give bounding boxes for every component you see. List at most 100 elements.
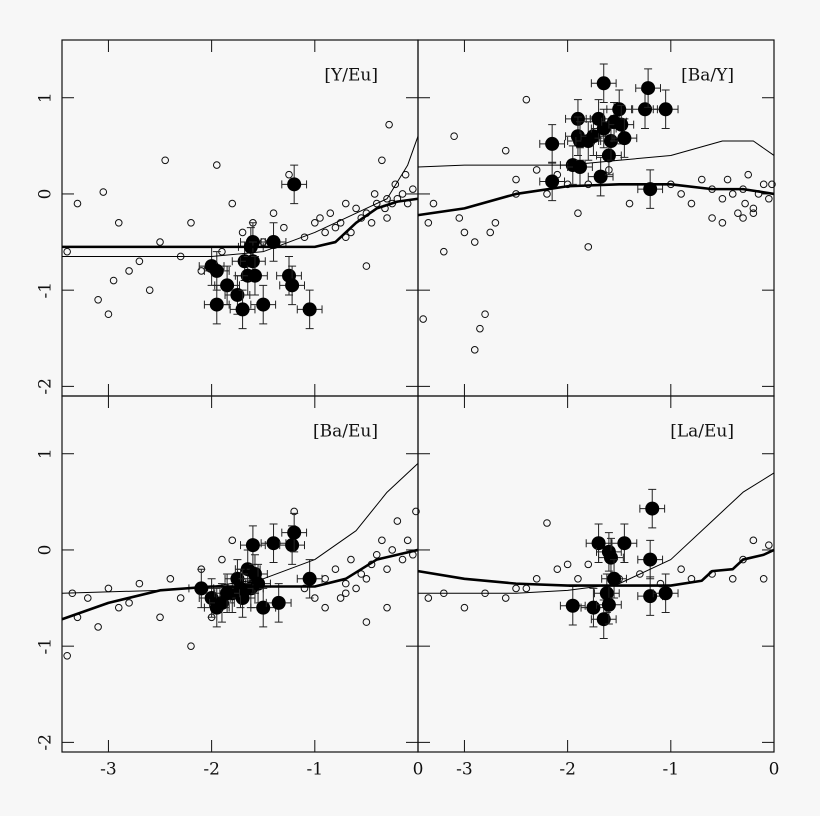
star-point: [638, 102, 653, 117]
star-point: [601, 597, 616, 612]
field-star-point: [718, 194, 727, 203]
star-point: [612, 102, 627, 117]
star-point: [545, 174, 560, 189]
field-star-point: [636, 570, 644, 578]
field-star-point: [73, 199, 82, 208]
field-star-point: [409, 185, 417, 193]
field-star-point: [341, 199, 350, 208]
star-point: [302, 571, 317, 586]
field-star-point: [739, 214, 747, 222]
field-star-point: [285, 170, 293, 179]
star-point: [601, 148, 616, 163]
field-star-point: [749, 536, 758, 545]
star-point: [233, 581, 248, 596]
field-star-point: [280, 223, 288, 232]
field-star-point: [212, 161, 221, 169]
x-tick-label: -2: [559, 760, 576, 780]
y-tick-label: 1: [36, 448, 56, 459]
field-star-point: [347, 555, 355, 564]
field-star-point: [104, 310, 113, 319]
field-star-point: [362, 262, 371, 270]
field-star-point: [125, 267, 133, 275]
y-tick-label: -2: [36, 734, 56, 751]
panel-label: [Ba/Eu]: [313, 422, 378, 442]
field-star-point: [63, 247, 71, 256]
field-star-point: [532, 166, 541, 174]
field-star-point: [367, 219, 376, 227]
field-star-point: [341, 589, 350, 598]
field-star-point: [455, 214, 464, 222]
field-star-point: [388, 546, 397, 554]
field-star-point: [697, 175, 706, 184]
field-star-point: [625, 199, 634, 208]
y-tick-label: -1: [36, 638, 56, 655]
star-point: [586, 129, 601, 144]
field-star-point: [543, 190, 551, 198]
field-star-point: [460, 603, 469, 612]
field-star-point: [176, 594, 185, 602]
field-star-point: [331, 223, 340, 232]
field-star-point: [316, 214, 324, 222]
field-star-point: [187, 219, 195, 227]
field-star-point: [419, 315, 427, 323]
star-point: [266, 536, 281, 551]
field-star-point: [759, 180, 768, 189]
field-star-point: [460, 228, 469, 237]
star-point: [220, 278, 235, 293]
x-tick-label: 0: [413, 760, 424, 780]
field-star-point: [383, 214, 391, 222]
field-star-point: [470, 346, 479, 354]
field-star-point: [749, 204, 758, 213]
model-line: [417, 548, 775, 587]
star-point: [285, 538, 300, 553]
field-star-point: [677, 565, 685, 573]
x-tick-label: -2: [203, 760, 220, 780]
field-star-point: [336, 594, 345, 602]
panel-label: [La/Eu]: [670, 422, 734, 442]
field-star-point: [145, 286, 154, 294]
star-point: [596, 612, 611, 627]
field-star-point: [476, 324, 484, 333]
star-point: [591, 536, 606, 551]
star-point: [586, 600, 601, 615]
model-line: [417, 140, 775, 168]
field-star-point: [741, 199, 749, 208]
field-star-point: [450, 132, 458, 141]
field-star-point: [687, 199, 696, 208]
field-star-point: [94, 623, 102, 631]
field-star-point: [481, 310, 489, 319]
field-star-point: [391, 180, 400, 189]
field-star-point: [238, 228, 247, 237]
y-tick-label: 0: [36, 545, 56, 556]
field-star-point: [156, 238, 164, 246]
star-point: [220, 586, 235, 601]
field-star-point: [161, 156, 169, 165]
field-star-point: [311, 219, 319, 227]
star-point: [209, 263, 224, 278]
star-point: [593, 169, 608, 184]
y-tick-label: 1: [36, 92, 56, 103]
field-star-point: [269, 209, 278, 217]
field-star-point: [486, 228, 495, 237]
field-star-point: [398, 555, 407, 564]
panel-label: [Y/Eu]: [324, 66, 378, 86]
field-star-point: [104, 584, 113, 593]
x-tick-label: -1: [663, 760, 680, 780]
star-point: [247, 268, 262, 283]
field-star-point: [83, 594, 92, 602]
field-star-point: [728, 190, 737, 198]
field-star-point: [114, 603, 123, 612]
star-point: [271, 595, 286, 610]
field-star-point: [331, 565, 340, 573]
model-line: [62, 136, 419, 257]
field-star-point: [429, 199, 438, 208]
field-star-point: [218, 555, 226, 564]
field-star-point: [378, 156, 386, 165]
y-tick-label: 0: [36, 189, 56, 200]
field-star-point: [439, 247, 448, 256]
field-star-point: [362, 618, 371, 626]
star-point: [209, 297, 224, 312]
field-star-point: [336, 219, 345, 227]
